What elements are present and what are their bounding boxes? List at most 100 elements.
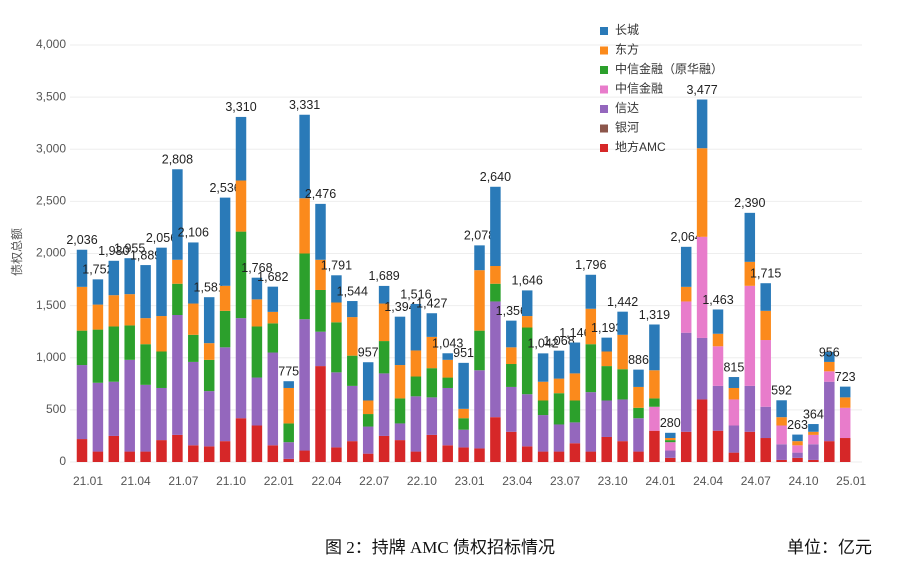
x-tick-label: 23.01: [455, 474, 485, 488]
bar-segment: [792, 434, 803, 442]
bar-segment: [824, 351, 835, 362]
unit: 单位：亿元: [787, 538, 872, 557]
bar-segment: [744, 212, 756, 262]
bar-segment: [474, 330, 485, 371]
bar-segment: [267, 445, 279, 462]
caption: 图 2：持牌 AMC 债权招标情况: [325, 538, 555, 557]
legend-swatch: [600, 124, 608, 133]
bar-segment: [394, 423, 406, 441]
bar-segment: [506, 364, 517, 387]
bar-segment: [442, 445, 453, 462]
x-tick-label: 22.07: [359, 474, 389, 488]
bar-segment: [792, 452, 803, 458]
bar-segment: [537, 381, 549, 401]
bar-segment: [203, 343, 215, 360]
bar-segment: [172, 259, 183, 284]
x-tick-label: 22.04: [311, 474, 341, 488]
bar-segment: [315, 366, 326, 462]
bar-segment: [347, 317, 358, 356]
total-label: 1,889: [130, 248, 161, 262]
bar-segment: [649, 430, 660, 462]
legend-swatch: [600, 27, 608, 35]
bar-segment: [108, 295, 120, 327]
bar-segment: [426, 336, 438, 369]
total-label: 1,463: [702, 293, 733, 307]
bar-segment: [474, 270, 485, 331]
bar-segment: [315, 203, 326, 260]
bar-segment: [267, 352, 279, 446]
x-tick-label: 21.04: [121, 474, 151, 488]
bar-segment: [617, 369, 628, 400]
x-tick-label: 21.07: [168, 474, 198, 488]
bar-segment: [219, 285, 231, 311]
bar-segment: [728, 377, 740, 388]
total-label: 3,477: [686, 83, 717, 97]
bar-segment: [92, 382, 104, 452]
total-label: 956: [819, 346, 840, 360]
bar-segment: [585, 392, 597, 452]
bar-segment: [776, 417, 787, 426]
total-label: 1,356: [496, 304, 527, 318]
bar-segment: [394, 365, 406, 399]
bar-segment: [760, 283, 771, 311]
y-tick-label: 0: [59, 454, 66, 468]
total-label: 1,682: [257, 270, 288, 284]
bar-segment: [490, 283, 501, 302]
bar-segment: [601, 351, 612, 367]
bar-segment: [617, 334, 628, 370]
legend-label: 长城: [615, 23, 639, 37]
bar-segment: [156, 351, 167, 388]
total-label: 775: [278, 365, 299, 379]
total-label: 1,791: [321, 259, 352, 273]
total-label: 364: [803, 407, 824, 421]
bar-segment: [760, 438, 771, 462]
bar-segment: [203, 446, 215, 462]
bar-segment: [188, 303, 199, 335]
bar-segment: [696, 337, 708, 400]
bar-segment: [283, 442, 294, 459]
bar-segment: [299, 450, 310, 462]
bar-segment: [347, 385, 358, 442]
bar-segment: [124, 294, 135, 326]
total-label: 2,390: [734, 196, 765, 210]
bar-segment: [649, 324, 660, 371]
bar-segment: [458, 447, 469, 462]
total-label: 3,310: [225, 100, 256, 114]
bar-segment: [362, 426, 374, 454]
legend-swatch: [600, 66, 608, 74]
bar-segment: [235, 116, 247, 181]
bar-segment: [760, 340, 771, 407]
legend-swatch: [600, 85, 608, 94]
total-label: 1,544: [337, 284, 368, 298]
bar-segment: [585, 451, 597, 462]
bar-segment: [426, 368, 438, 398]
bar-segment: [251, 299, 263, 327]
total-label: 1,146: [559, 326, 590, 340]
bar-segment: [410, 303, 422, 351]
legend-label: 东方: [615, 42, 639, 57]
bar-segment: [808, 431, 819, 435]
bar-segment: [521, 327, 533, 395]
bar-segment: [458, 429, 469, 448]
bar-segment: [744, 261, 756, 286]
bar-segment: [331, 275, 342, 303]
total-label: 1,193: [591, 321, 622, 335]
total-label: 1,752: [82, 263, 113, 277]
bar-segment: [394, 316, 406, 366]
bar-segment: [569, 373, 581, 401]
bar-segment: [553, 393, 565, 425]
y-tick-label: 3,000: [36, 141, 66, 155]
bar-segment: [124, 258, 135, 295]
bar-segment: [251, 326, 263, 378]
bar-segment: [680, 286, 692, 302]
x-tick-label: 22.01: [264, 474, 294, 488]
bar-segment: [506, 386, 517, 432]
total-label: 2,640: [480, 170, 511, 184]
bar-segment: [728, 452, 740, 462]
bar-segment: [108, 435, 120, 462]
bar-segment: [665, 450, 676, 458]
bar-segment: [124, 359, 135, 452]
bar-segment: [712, 385, 724, 431]
y-tick-label: 3,500: [36, 89, 66, 103]
bar-segment: [219, 310, 231, 348]
